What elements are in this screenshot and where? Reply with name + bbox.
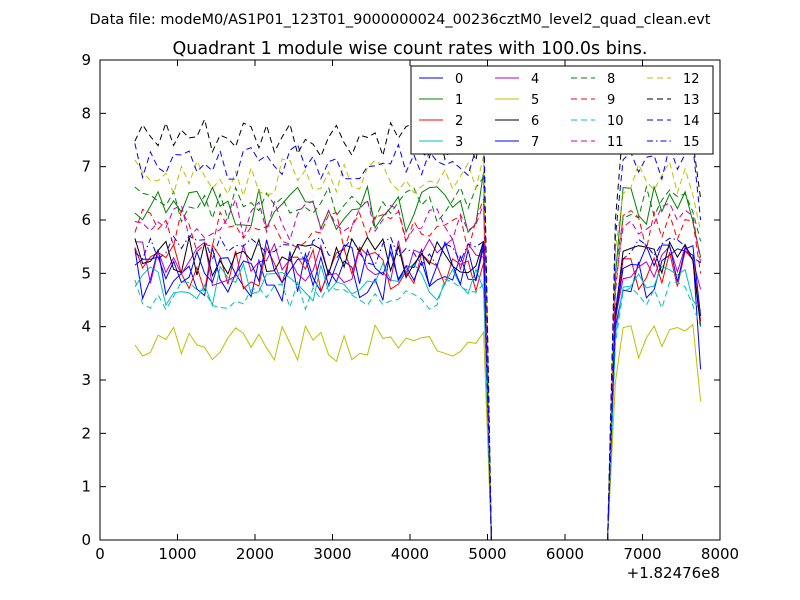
legend-label-6: 6 — [531, 114, 539, 129]
x-offset-label: +1.82476e8 — [627, 564, 720, 582]
x-tick-label: 1000 — [158, 545, 196, 563]
series-line-15 — [134, 235, 701, 540]
series-line-4 — [134, 238, 702, 540]
x-tick-label: 4000 — [391, 545, 429, 563]
y-tick-label: 9 — [81, 51, 91, 69]
chart-title: Quadrant 1 module wise count rates with … — [173, 39, 648, 59]
legend-label-10: 10 — [607, 114, 624, 129]
y-tick-label: 2 — [81, 424, 91, 442]
y-tick-label: 0 — [81, 531, 91, 549]
page-header: Data file: modeM0/AS1P01_123T01_90000000… — [90, 12, 711, 28]
x-tick-label: 6000 — [546, 545, 584, 563]
legend-label-7: 7 — [531, 135, 539, 150]
series-layer — [134, 113, 702, 540]
legend-label-4: 4 — [531, 72, 539, 87]
x-tick-label: 3000 — [313, 545, 351, 563]
x-tick-label: 0 — [95, 545, 105, 563]
x-tick-label: 5000 — [468, 545, 506, 563]
series-line-14 — [134, 132, 702, 540]
legend-label-1: 1 — [455, 93, 463, 108]
series-line-9 — [134, 198, 702, 540]
legend-label-8: 8 — [607, 72, 615, 87]
x-tick-label: 8000 — [701, 545, 739, 563]
x-tick-label: 7000 — [623, 545, 661, 563]
legend-label-9: 9 — [607, 93, 615, 108]
legend-box — [410, 65, 714, 155]
series-line-5 — [134, 323, 702, 540]
series-line-1 — [134, 171, 702, 540]
y-tick-label: 3 — [81, 371, 91, 389]
ticks-layer: 0 1000 2000 3000 4000 5000 6000 7000 80000123456… — [81, 51, 739, 563]
series-line-11 — [134, 197, 702, 540]
y-tick-label: 1 — [81, 478, 91, 496]
x-tick-label: 2000 — [236, 545, 274, 563]
legend-label-11: 11 — [607, 135, 624, 150]
legend-label-2: 2 — [455, 114, 463, 129]
legend-label-15: 15 — [683, 135, 700, 150]
series-line-3 — [134, 262, 702, 540]
legend-label-14: 14 — [683, 114, 700, 129]
legend-label-0: 0 — [455, 72, 463, 87]
series-line-12 — [134, 155, 702, 540]
y-tick-label: 5 — [81, 264, 91, 282]
series-line-6 — [134, 236, 702, 540]
legend-label-5: 5 — [531, 93, 539, 108]
y-tick-label: 7 — [81, 158, 91, 176]
legend-label-12: 12 — [683, 72, 700, 87]
legend-label-3: 3 — [455, 135, 463, 150]
y-tick-label: 6 — [81, 211, 91, 229]
y-tick-label: 4 — [81, 318, 91, 336]
series-line-7 — [134, 239, 702, 540]
y-tick-label: 8 — [81, 104, 91, 122]
legend-label-13: 13 — [683, 93, 700, 108]
